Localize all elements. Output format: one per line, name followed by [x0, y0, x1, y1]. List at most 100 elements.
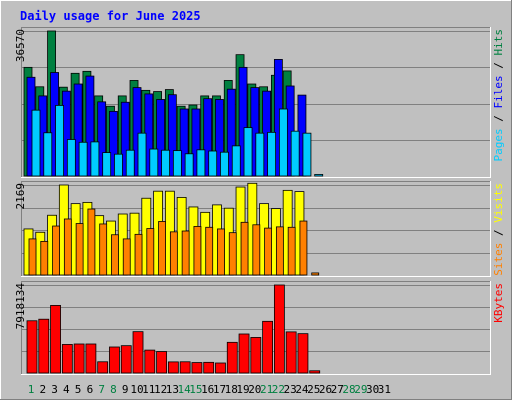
x-label-day-30: 30 [366, 383, 379, 396]
panel-top-bars [23, 30, 324, 177]
bar-pages-day-21 [267, 131, 277, 177]
bar-files-day-9 [120, 101, 130, 177]
chart-title: Daily usage for June 2025 [20, 9, 201, 23]
bar-pages-day-23 [290, 130, 300, 177]
bar-sites-day-9 [122, 238, 131, 276]
x-label-day-21: 21 [260, 383, 273, 396]
x-label-day-23: 23 [284, 383, 297, 396]
legend-text-middle-2: Visits [492, 183, 505, 223]
legend-text-top-2: Files [492, 75, 505, 108]
x-label-day-25: 25 [307, 383, 320, 396]
x-label-day-5: 5 [75, 383, 82, 396]
panel-middle-max-label: 2169 [14, 183, 27, 210]
bar-kbytes-day-11 [144, 349, 156, 374]
bar-files-day-19 [238, 66, 248, 177]
bar-files-day-18 [226, 88, 236, 177]
bar-pages-day-12 [161, 149, 170, 177]
bar-pages-day-5 [78, 141, 88, 177]
bar-pages-day-6 [90, 141, 100, 177]
panel-bottom-legend-label: KBytes [492, 283, 505, 323]
bar-pages-day-9 [125, 149, 135, 177]
bar-sites-day-2 [40, 240, 49, 276]
bar-pages-day-20 [255, 132, 265, 177]
bar-kbytes-day-18 [226, 341, 238, 374]
bar-sites-day-7 [99, 223, 108, 276]
bar-sites-day-4 [63, 218, 72, 276]
bar-pages-day-16 [208, 150, 218, 177]
x-axis-day-labels: 1 2 3 4 5 6 7 8 9 1011121314151617181920212223242… [28, 383, 391, 396]
bar-pages-day-22 [278, 108, 288, 177]
bar-kbytes-day-24 [297, 333, 309, 374]
x-label-day-3: 3 [51, 383, 58, 396]
bar-kbytes-day-7 [97, 361, 109, 374]
x-label-day-4: 4 [63, 383, 70, 396]
legend-text-top-1: / [492, 109, 505, 129]
panel-top: 36570 Pages / Files / Hits [14, 27, 505, 178]
bar-sites-day-16 [205, 226, 214, 276]
bar-files-day-8 [109, 110, 118, 177]
bar-pages-day-10 [137, 132, 147, 177]
x-label-day-1: 1 [28, 383, 35, 396]
bar-sites-day-14 [181, 230, 190, 276]
bar-pages-day-19 [243, 127, 253, 177]
x-label-day-15: 15 [189, 383, 202, 396]
bar-pages-day-24 [302, 132, 312, 177]
bar-sites-day-6 [87, 208, 96, 276]
bar-kbytes-day-14 [179, 361, 191, 374]
bar-kbytes-day-2 [38, 318, 50, 374]
panel-middle-legend-label: Sites / Visits [492, 183, 505, 276]
x-label-day-2: 2 [39, 383, 46, 396]
bar-kbytes-day-6 [85, 343, 97, 374]
bar-files-day-12 [156, 99, 165, 177]
bar-kbytes-day-15 [191, 362, 203, 374]
bar-kbytes-day-16 [203, 361, 215, 374]
bar-files-day-15 [191, 108, 201, 177]
bar-kbytes-day-5 [73, 343, 85, 374]
bar-pages-day-17 [220, 151, 229, 177]
bar-kbytes-day-20 [250, 337, 262, 374]
bar-kbytes-day-21 [262, 320, 274, 374]
x-label-day-12: 12 [154, 383, 167, 396]
panel-bottom-bars [26, 284, 321, 374]
bar-sites-day-25 [311, 272, 320, 276]
bar-pages-day-4 [66, 139, 76, 177]
bar-sites-day-3 [52, 225, 60, 276]
bar-pages-day-11 [149, 148, 159, 177]
chart-panels: 36570 Pages / Files / Hits 2169 Sites / Vis… [14, 27, 505, 375]
x-label-day-9: 9 [122, 383, 129, 396]
bar-pages-day-8 [114, 153, 123, 177]
bar-sites-day-18 [228, 232, 237, 276]
x-label-day-10: 10 [130, 383, 143, 396]
x-label-day-8: 8 [110, 383, 117, 396]
bar-kbytes-day-19 [238, 333, 250, 374]
bar-kbytes-day-22 [273, 284, 285, 374]
bar-sites-day-12 [158, 221, 166, 276]
bar-pages-day-3 [55, 105, 64, 177]
bar-pages-day-14 [184, 153, 194, 177]
bar-sites-day-19 [240, 221, 249, 276]
bar-files-day-13 [167, 94, 177, 177]
legend-text-top-3: / [492, 56, 505, 76]
bar-kbytes-day-1 [26, 320, 38, 374]
legend-text-top-0: Pages [492, 128, 505, 161]
panel-bottom-max-label: 7918134 [14, 283, 27, 330]
x-label-day-7: 7 [98, 383, 105, 396]
bar-pages-day-25 [314, 174, 324, 177]
bar-kbytes-day-9 [120, 345, 132, 374]
panel-bottom: 7918134 KBytes [14, 281, 505, 375]
x-label-day-14: 14 [178, 383, 192, 396]
bar-files-day-10 [132, 87, 142, 177]
x-label-day-6: 6 [87, 383, 94, 396]
bar-kbytes-day-25 [309, 370, 321, 374]
bar-kbytes-day-8 [109, 346, 120, 374]
x-label-day-24: 24 [295, 383, 309, 396]
x-label-day-19: 19 [236, 383, 249, 396]
x-label-day-17: 17 [213, 383, 226, 396]
bar-kbytes-day-12 [156, 351, 167, 374]
bar-kbytes-day-10 [132, 331, 144, 374]
x-label-day-11: 11 [142, 383, 155, 396]
bar-sites-day-11 [146, 228, 155, 276]
bar-files-day-16 [203, 98, 213, 177]
bar-sites-day-17 [217, 228, 225, 276]
